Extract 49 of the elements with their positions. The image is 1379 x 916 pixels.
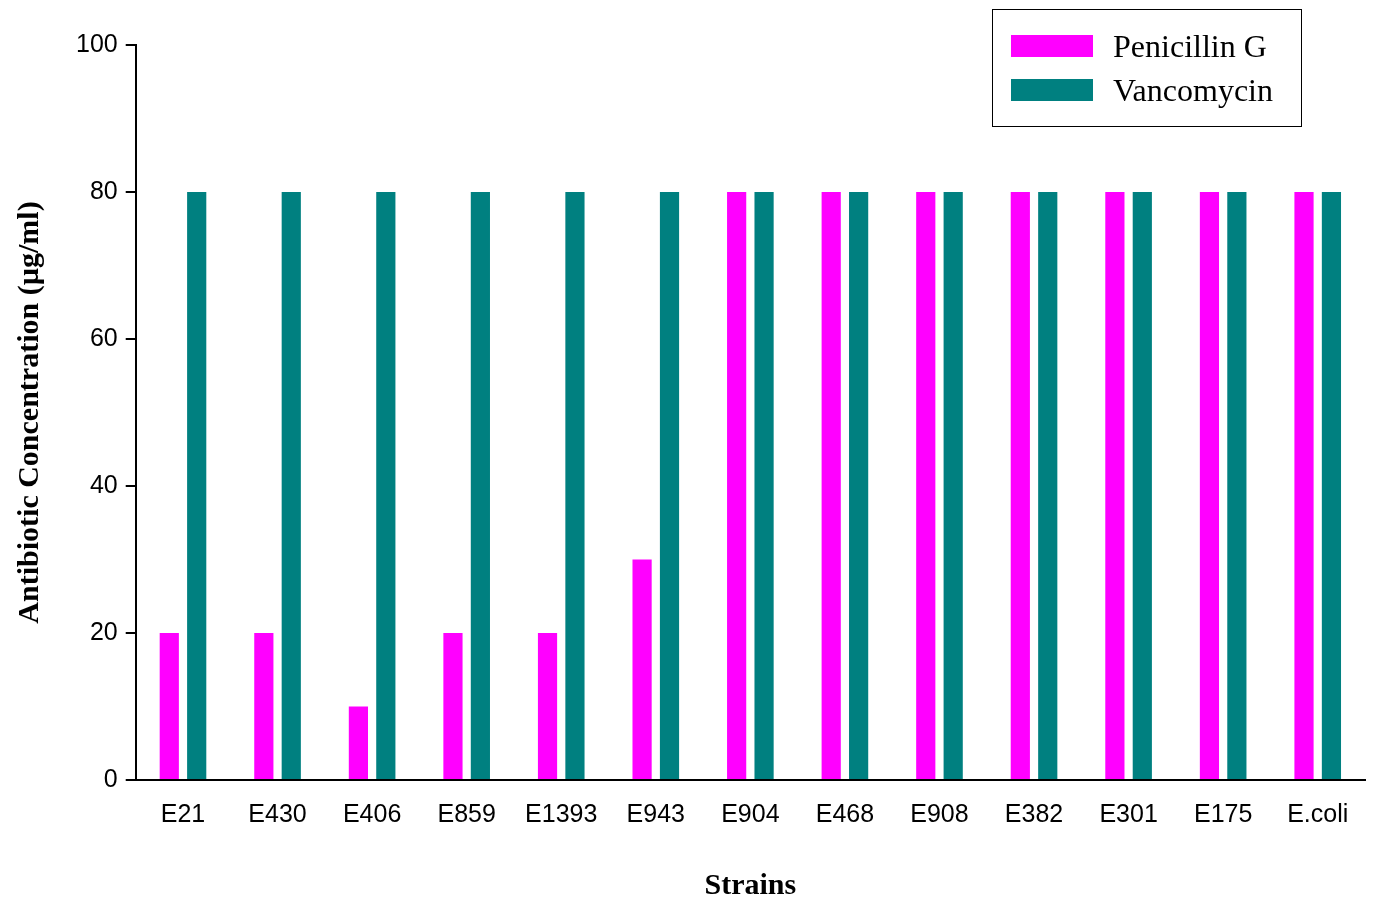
legend-label: Vancomycin bbox=[1113, 71, 1273, 109]
y-tick-label: 60 bbox=[89, 322, 118, 351]
bar bbox=[187, 192, 207, 779]
x-tick-label: E406 bbox=[342, 798, 402, 827]
bar bbox=[1227, 192, 1247, 779]
bar bbox=[727, 192, 747, 779]
bar bbox=[537, 633, 558, 779]
bar bbox=[754, 192, 774, 779]
bar bbox=[1321, 192, 1342, 779]
bar bbox=[443, 633, 463, 779]
x-tick-label: E.coli bbox=[1287, 798, 1349, 827]
y-axis-title: Antibiotic Concentration (µg/ml) bbox=[10, 201, 45, 624]
x-tick-label: E904 bbox=[721, 798, 780, 827]
bar bbox=[565, 192, 585, 779]
x-tick-label: E301 bbox=[1099, 798, 1158, 827]
x-tick-label: E21 bbox=[160, 798, 206, 827]
x-tick-label: E175 bbox=[1193, 798, 1253, 827]
y-tick-label: 20 bbox=[89, 616, 118, 645]
bar bbox=[281, 192, 301, 779]
x-tick-label: E382 bbox=[1004, 798, 1064, 827]
x-tick-label: E468 bbox=[815, 798, 875, 827]
x-tick-label: E859 bbox=[437, 798, 496, 827]
x-axis-title: Strains bbox=[704, 866, 797, 900]
legend-label: Penicillin G bbox=[1113, 27, 1267, 65]
y-tick-label: 80 bbox=[89, 175, 118, 204]
y-tick-label: 40 bbox=[89, 469, 118, 498]
y-tick-label: 0 bbox=[103, 763, 118, 792]
x-tick-label: E908 bbox=[910, 798, 969, 827]
bar bbox=[376, 192, 396, 779]
bar bbox=[254, 633, 274, 779]
x-tick-label: E943 bbox=[626, 798, 685, 827]
y-tick-label: 100 bbox=[75, 28, 118, 57]
bar bbox=[632, 559, 652, 779]
bar bbox=[821, 192, 841, 779]
bar bbox=[470, 192, 490, 779]
bar bbox=[159, 633, 179, 779]
bar bbox=[1199, 192, 1220, 779]
bar bbox=[916, 192, 936, 779]
bar bbox=[1105, 192, 1125, 779]
bar bbox=[1010, 192, 1030, 779]
x-tick-label: E430 bbox=[248, 798, 307, 827]
bar bbox=[659, 192, 680, 779]
bar bbox=[1132, 192, 1152, 779]
bar bbox=[849, 192, 869, 779]
bar bbox=[943, 192, 963, 779]
bar bbox=[1038, 192, 1058, 779]
x-tick-label: E1393 bbox=[525, 798, 598, 827]
bar bbox=[348, 706, 368, 779]
bar bbox=[1294, 192, 1314, 779]
